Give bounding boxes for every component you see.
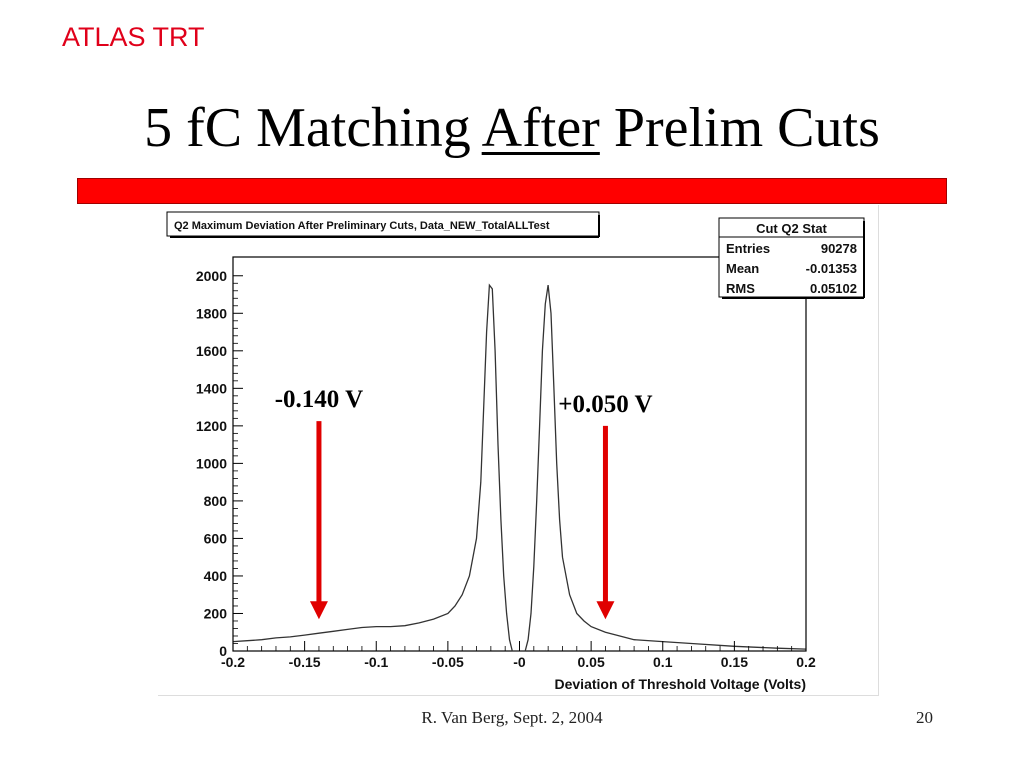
y-tick-label: 2000 [196, 268, 227, 284]
histogram-chart: 0 200 400 600 800 1000 1200 1400 1600 1800 2000 -0… [166, 211, 865, 692]
page-number: 20 [916, 708, 933, 727]
stats-row-value: 0.05102 [810, 281, 857, 296]
stats-box [718, 217, 865, 298]
y-tick-label: 600 [204, 530, 228, 546]
y-tick-label: 0 [219, 643, 227, 659]
x-axis-label: Deviation of Threshold Voltage (Volts) [555, 676, 807, 692]
stats-row-value: -0.01353 [806, 261, 857, 276]
stats-row-value: 90278 [821, 241, 857, 256]
x-tick-label: 0.2 [796, 654, 816, 670]
y-tick-label: 1000 [196, 455, 227, 471]
y-tick-label: 1800 [196, 305, 227, 321]
x-tick-label: 0.15 [721, 654, 748, 670]
stats-row-label: Entries [726, 241, 770, 256]
chart-title: Q2 Maximum Deviation After Preliminary C… [174, 220, 550, 232]
title-post: Prelim Cuts [599, 97, 880, 159]
y-tick-label: 400 [204, 568, 228, 584]
x-tick-label: -0 [513, 654, 526, 670]
x-tick-label: 0.1 [653, 654, 673, 670]
x-tick-label: -0.15 [289, 654, 321, 670]
x-tick-label: -0.2 [221, 654, 245, 670]
y-tick-label: 200 [204, 605, 228, 621]
slide-title: 5 fC Matching After Prelim Cuts [0, 100, 1024, 156]
annotation-label: +0.050 V [558, 391, 652, 418]
y-tick-label: 1400 [196, 380, 227, 396]
title-pre: 5 fC Matching [144, 97, 482, 159]
x-tick-label: -0.1 [364, 654, 388, 670]
y-tick-label: 800 [204, 493, 228, 509]
footer-text: R. Van Berg, Sept. 2, 2004 [421, 708, 603, 727]
header-tag: ATLAS TRT [62, 22, 205, 52]
stats-row-label: RMS [726, 281, 755, 296]
annotation-label: -0.140 V [275, 386, 363, 413]
title-divider-bar [77, 178, 947, 204]
x-tick-label: 0.05 [578, 654, 605, 670]
stats-box-title: Cut Q2 Stat [756, 221, 827, 236]
annotation-arrowhead [309, 601, 328, 620]
plot-frame: 0 200 400 600 800 1000 1200 1400 1600 1800 2000 -0… [158, 205, 879, 696]
chart-title-box [166, 211, 600, 237]
histogram-series [232, 283, 807, 652]
y-tick-label: 1600 [196, 343, 227, 359]
y-tick-label: 1200 [196, 418, 227, 434]
annotation-arrowhead [596, 601, 615, 620]
title-underlined: After [481, 97, 600, 159]
x-tick-label: -0.05 [432, 654, 464, 670]
stats-row-label: Mean [726, 261, 759, 276]
